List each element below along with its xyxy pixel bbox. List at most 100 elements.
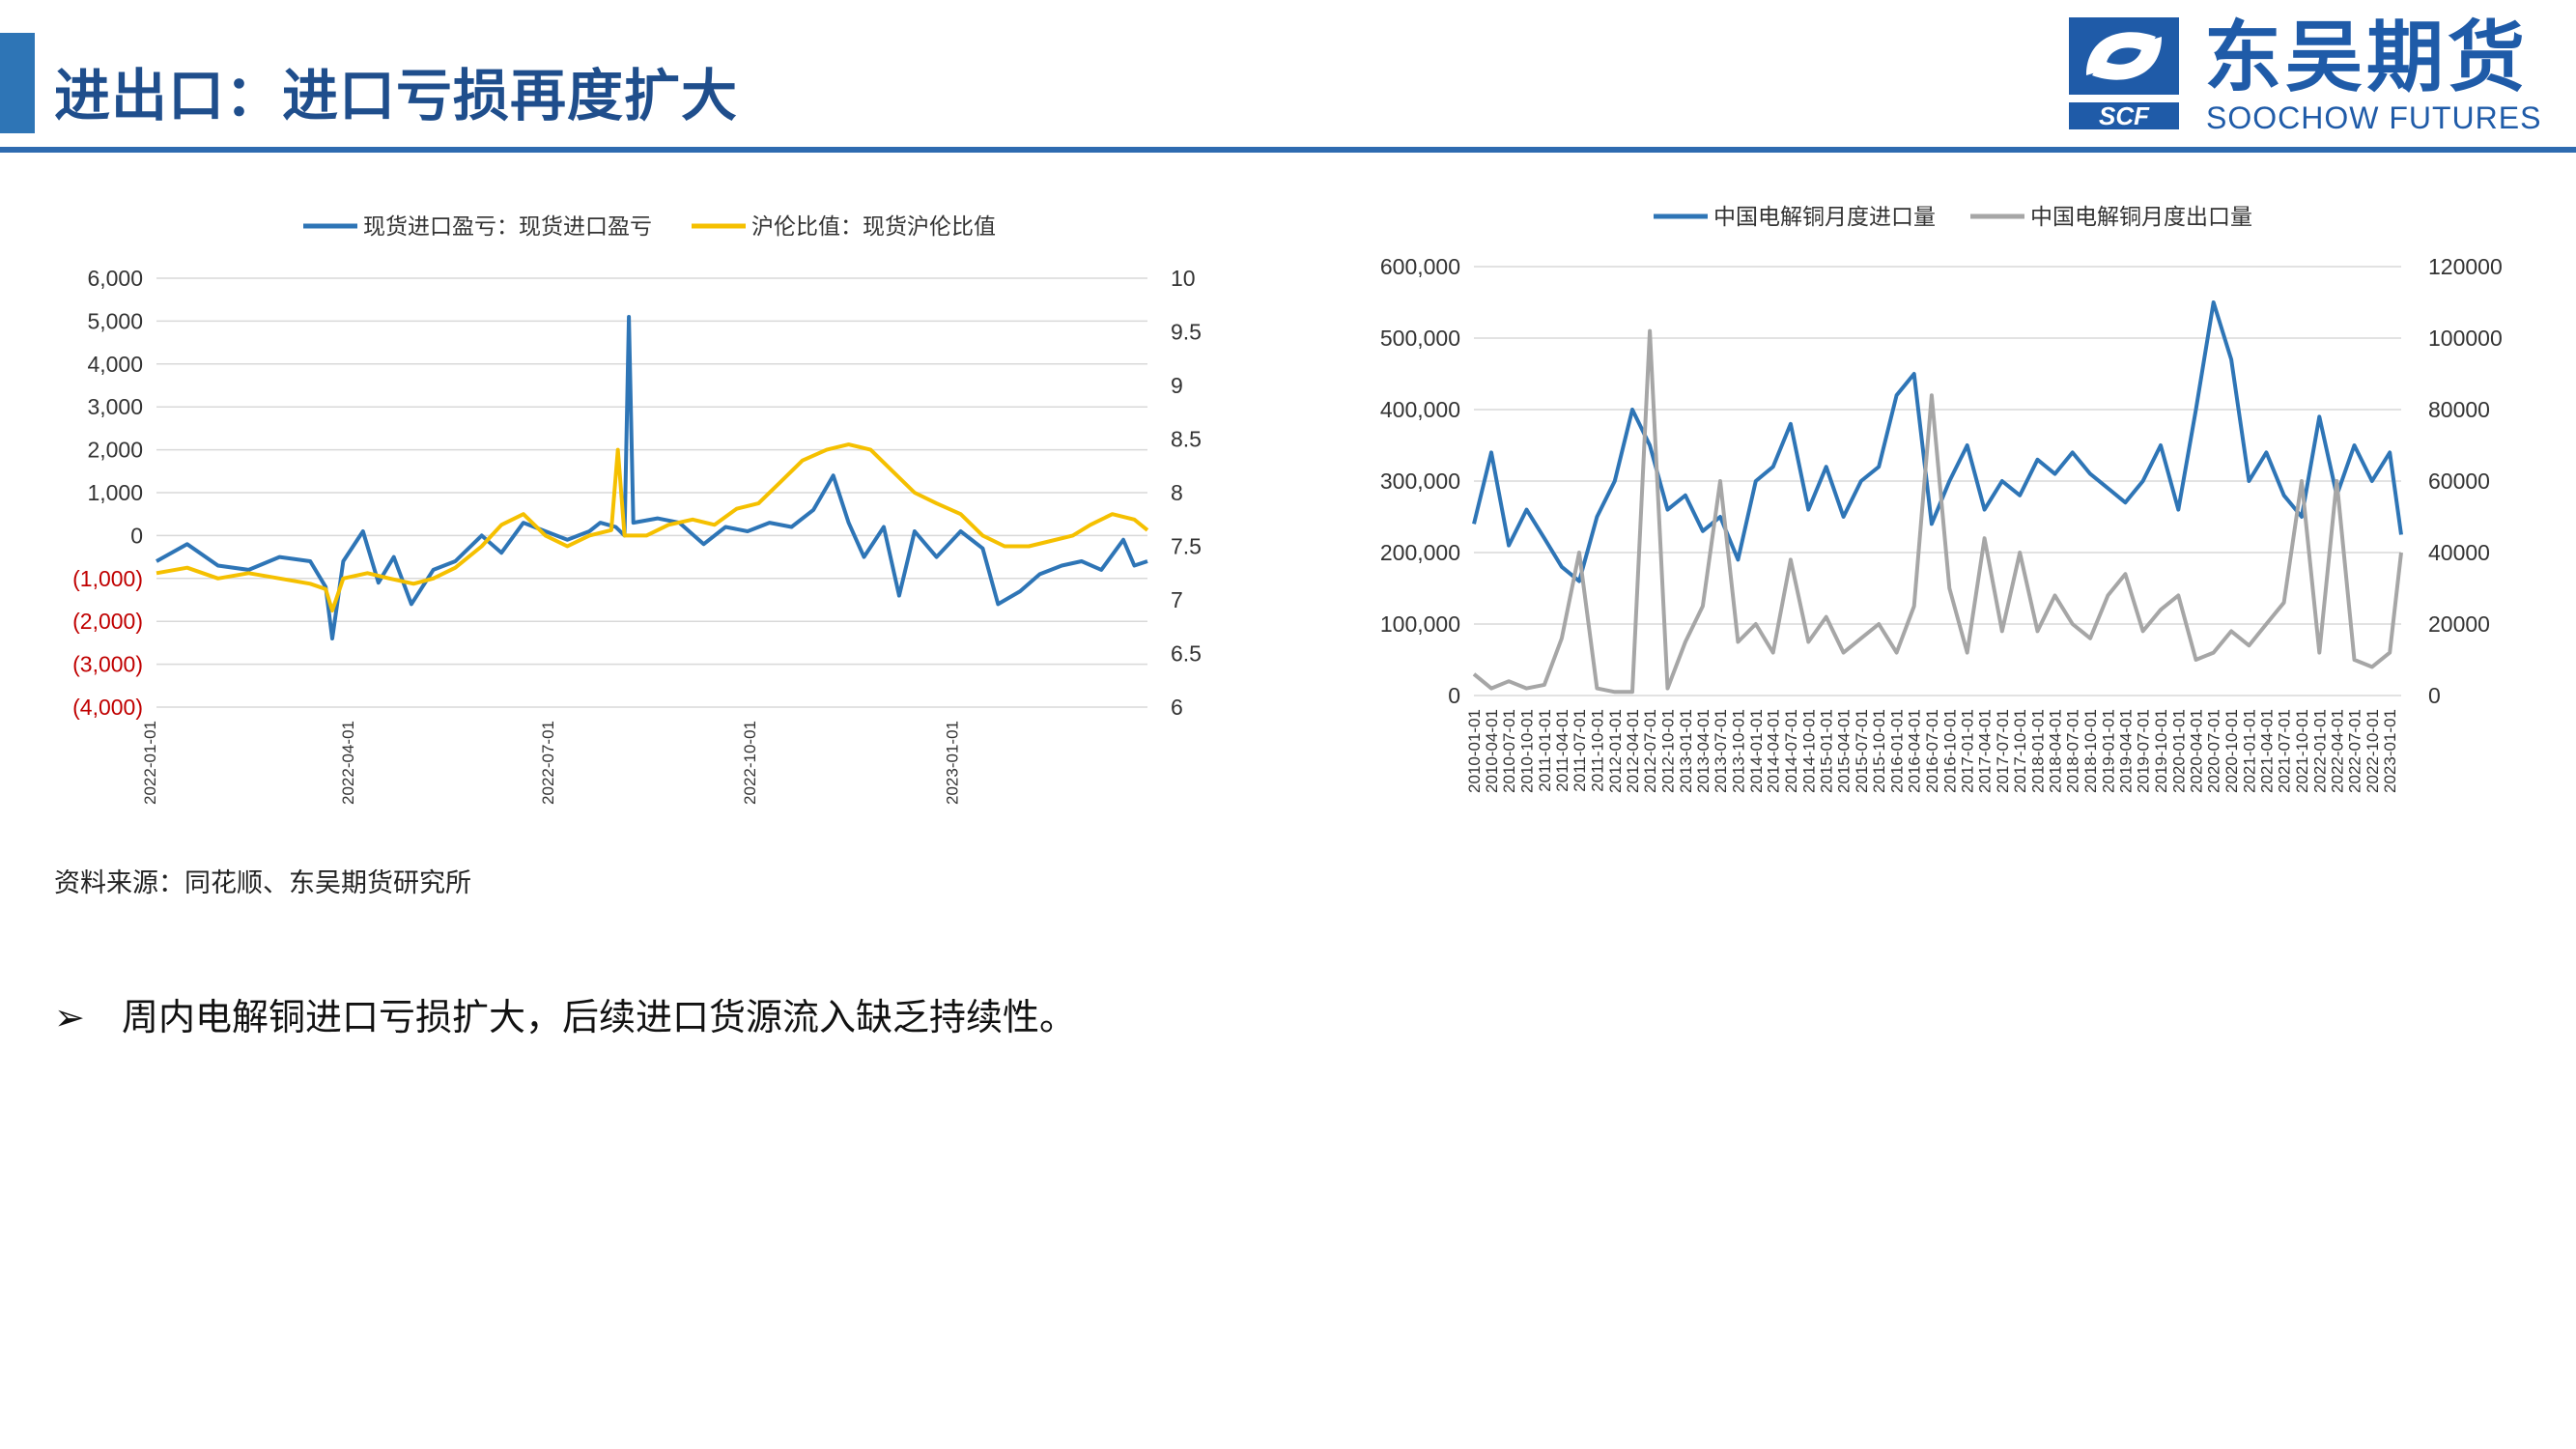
y-right-tick-label: 6 bbox=[1171, 695, 1183, 720]
x-tick-label: 2014-10-01 bbox=[1799, 709, 1818, 793]
y-right-tick-label: 100000 bbox=[2428, 326, 2503, 351]
x-tick-label: 2010-04-01 bbox=[1483, 709, 1501, 793]
x-tick-label: 2013-10-01 bbox=[1729, 709, 1747, 793]
brand-name-cn: 东吴期货 bbox=[2204, 14, 2529, 100]
y-left-tick-label: (3,000) bbox=[72, 652, 143, 677]
y-left-tick-label: 100,000 bbox=[1380, 611, 1460, 637]
x-tick-label: 2018-04-01 bbox=[2047, 709, 2065, 793]
y-right-tick-label: 20000 bbox=[2428, 611, 2490, 637]
import-export-volume-chart: 0 100,000 200,000 300,000 400,000 500,000 600,… bbox=[1333, 174, 2550, 821]
y-right-tick-label: 0 bbox=[2428, 683, 2441, 708]
x-tick-label: 2016-07-01 bbox=[1923, 709, 1941, 793]
y-left-tick-label: (4,000) bbox=[72, 695, 143, 720]
x-tick-label: 2017-04-01 bbox=[1976, 709, 1995, 793]
brand-logo: SCF 东吴期货 SOOCHOW FUTURES bbox=[2067, 15, 2560, 137]
y-left-tick-label: 3,000 bbox=[87, 394, 143, 419]
x-tick-label: 2022-07-01 bbox=[2345, 709, 2364, 793]
x-tick-label: 2018-10-01 bbox=[2081, 709, 2100, 793]
x-tick-label: 2016-01-01 bbox=[1888, 709, 1907, 793]
x-tick-label: 2019-04-01 bbox=[2116, 709, 2135, 793]
y-right-tick-label: 80000 bbox=[2428, 397, 2490, 422]
import-profit-chart-svg: (4,000) (3,000) (2,000) (1,000) 0 1,000 2,000 3… bbox=[72, 213, 1202, 805]
y-left-tick-label: 6,000 bbox=[87, 266, 143, 291]
x-tick-label: 2022-01-01 bbox=[2310, 709, 2329, 793]
y-left-tick-label: 1,000 bbox=[87, 480, 143, 505]
bullet-text: 周内电解铜进口亏损扩大，后续进口货源流入缺乏持续性。 bbox=[122, 998, 1077, 1038]
x-tick-label: 2013-04-01 bbox=[1694, 709, 1713, 793]
x-tick-label: 2017-07-01 bbox=[1994, 709, 2012, 793]
bullet-point: ➢ 周内电解铜进口亏损扩大，后续进口货源流入缺乏持续性。 bbox=[54, 987, 1076, 1040]
series-line bbox=[1472, 328, 2403, 695]
x-tick-label: 2011-07-01 bbox=[1571, 709, 1589, 792]
x-tick-label: 2021-04-01 bbox=[2257, 709, 2276, 793]
y-left-tick-label: 5,000 bbox=[87, 308, 143, 333]
y-right-tick-label: 9.5 bbox=[1171, 320, 1202, 345]
x-tick-label: 2022-07-01 bbox=[539, 721, 557, 805]
y-left-tick-label: 0 bbox=[130, 523, 143, 548]
x-tick-label: 2013-07-01 bbox=[1712, 709, 1730, 793]
x-tick-label: 2012-04-01 bbox=[1624, 709, 1642, 793]
x-tick-label: 2018-01-01 bbox=[2029, 709, 2048, 793]
x-tick-label: 2010-10-01 bbox=[1518, 709, 1537, 793]
x-tick-label: 2023-01-01 bbox=[2381, 709, 2399, 793]
y-left-tick-label: 200,000 bbox=[1380, 540, 1460, 565]
legend-label: 沪伦比值：现货沪伦比值 bbox=[751, 213, 996, 239]
y-right-tick-label: 7 bbox=[1171, 587, 1183, 612]
x-tick-label: 2022-04-01 bbox=[2328, 709, 2346, 793]
x-tick-label: 2021-01-01 bbox=[2240, 709, 2258, 793]
y-right-tick-label: 7.5 bbox=[1171, 534, 1202, 559]
y-right-tick-label: 6.5 bbox=[1171, 641, 1202, 667]
x-tick-label: 2014-01-01 bbox=[1747, 709, 1766, 793]
x-tick-label: 2020-01-01 bbox=[2169, 709, 2188, 793]
y-right-tick-label: 8.5 bbox=[1171, 427, 1202, 452]
y-left-tick-label: 0 bbox=[1448, 683, 1460, 708]
legend-label: 中国电解铜月度进口量 bbox=[1713, 204, 1936, 229]
x-tick-label: 2014-04-01 bbox=[1765, 709, 1783, 793]
x-tick-label: 2013-01-01 bbox=[1677, 709, 1695, 793]
y-right-tick-label: 40000 bbox=[2428, 540, 2490, 565]
x-tick-label: 2018-07-01 bbox=[2064, 709, 2082, 793]
x-tick-label: 2021-07-01 bbox=[2276, 709, 2294, 793]
x-tick-label: 2019-10-01 bbox=[2152, 709, 2170, 793]
title-accent-bar bbox=[0, 33, 35, 133]
series-line bbox=[156, 442, 1149, 613]
y-left-tick-label: 300,000 bbox=[1380, 469, 1460, 494]
legend-label: 现货进口盈亏：现货进口盈亏 bbox=[363, 213, 652, 239]
x-tick-label: 2022-01-01 bbox=[141, 721, 159, 805]
y-left-tick-label: (1,000) bbox=[72, 566, 143, 591]
series-line bbox=[156, 315, 1148, 640]
x-tick-label: 2011-04-01 bbox=[1553, 709, 1571, 792]
y-right-tick-label: 8 bbox=[1171, 480, 1183, 505]
x-tick-label: 2010-01-01 bbox=[1465, 709, 1484, 793]
x-tick-label: 2021-10-01 bbox=[2293, 709, 2311, 793]
bullet-arrow-icon: ➢ bbox=[54, 998, 85, 1038]
x-tick-label: 2012-01-01 bbox=[1606, 709, 1625, 793]
header-divider bbox=[0, 147, 2576, 153]
y-right-tick-label: 120000 bbox=[2428, 254, 2503, 279]
x-tick-label: 2017-01-01 bbox=[1959, 709, 1977, 793]
y-right-tick-label: 60000 bbox=[2428, 469, 2490, 494]
source-note: 资料来源：同花顺、东吴期货研究所 bbox=[54, 868, 471, 897]
x-tick-label: 2019-01-01 bbox=[2099, 709, 2117, 793]
y-right-tick-label: 9 bbox=[1171, 373, 1183, 398]
import-profit-chart: (4,000) (3,000) (2,000) (1,000) 0 1,000 2,000 3… bbox=[39, 184, 1236, 840]
x-tick-label: 2020-04-01 bbox=[2188, 709, 2206, 793]
x-tick-label: 2022-04-01 bbox=[339, 721, 357, 805]
scf-logo-icon: SCF bbox=[2069, 17, 2179, 130]
y-left-tick-label: 4,000 bbox=[87, 352, 143, 377]
legend-label: 中国电解铜月度出口量 bbox=[2030, 204, 2252, 229]
y-left-tick-label: 500,000 bbox=[1380, 326, 1460, 351]
x-tick-label: 2022-10-01 bbox=[2364, 709, 2382, 793]
x-tick-label: 2012-10-01 bbox=[1659, 709, 1678, 793]
y-left-tick-label: 600,000 bbox=[1380, 254, 1460, 279]
y-right-tick-label: 10 bbox=[1171, 266, 1196, 291]
x-tick-label: 2015-10-01 bbox=[1870, 709, 1888, 793]
y-left-tick-label: (2,000) bbox=[72, 609, 143, 634]
x-tick-label: 2019-07-01 bbox=[2135, 709, 2153, 793]
x-tick-label: 2014-07-01 bbox=[1782, 709, 1800, 793]
x-tick-label: 2020-10-01 bbox=[2222, 709, 2241, 793]
x-tick-label: 2010-07-01 bbox=[1500, 709, 1518, 793]
x-tick-label: 2023-01-01 bbox=[944, 721, 962, 805]
x-tick-label: 2020-07-01 bbox=[2205, 709, 2223, 793]
x-tick-label: 2016-10-01 bbox=[1940, 709, 1959, 793]
